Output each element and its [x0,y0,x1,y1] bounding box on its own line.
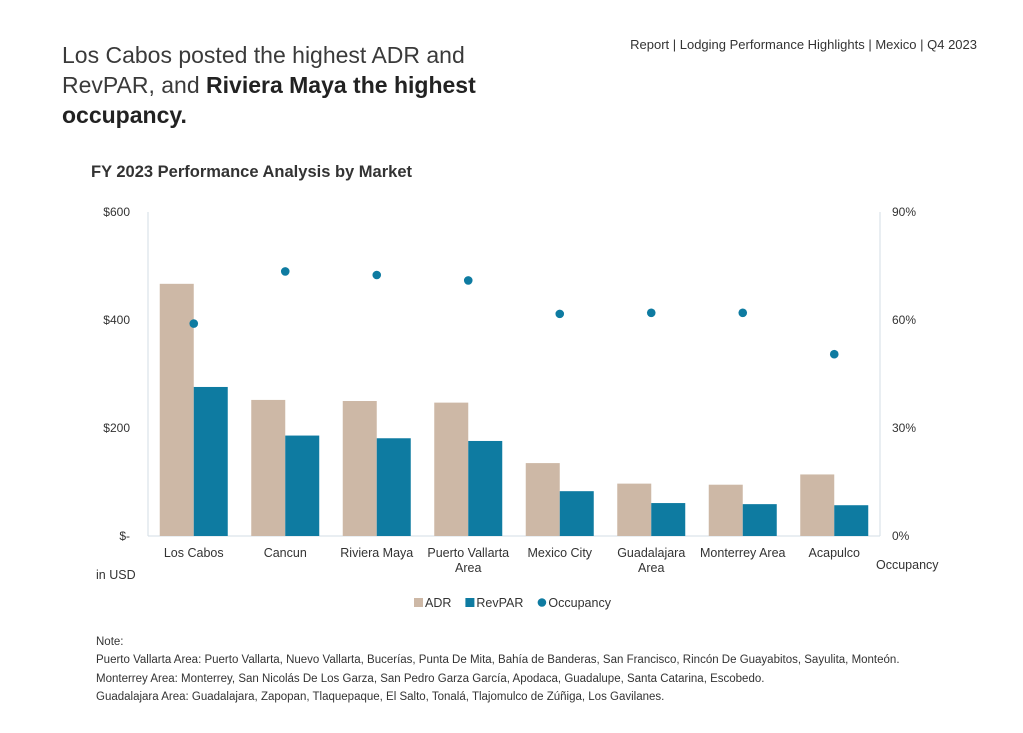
left-tick-label: $- [119,529,130,543]
revpar-bar [285,435,320,536]
left-axis-title: in USD [96,568,136,582]
occupancy-point [646,308,656,318]
legend-label: ADR [425,596,451,610]
notes-line: Puerto Vallarta Area: Puerto Vallarta, N… [96,654,900,667]
revpar-bar [834,505,869,536]
left-tick-label: $600 [103,205,130,219]
right-tick-label: 90% [892,205,916,219]
adr-bar [251,399,286,536]
revpar-bar [193,386,228,536]
right-axis-title: Occupancy [876,558,939,572]
adr-bar [159,283,194,536]
occupancy-point [555,309,565,319]
occupancy-point [463,276,473,285]
report-meta: Report | Lodging Performance Highlights … [630,37,977,52]
performance-chart: $- $200 $400 $600 0% 30% 60% 90% in USD Occupancy… [96,205,939,610]
revpar-bar [651,503,686,536]
category-label: Guadalajara [617,546,685,560]
left-tick-label: $400 [103,313,130,327]
category-label: Monterrey Area [700,546,786,560]
occupancy-point [738,308,748,318]
category-label: Cancun [264,546,307,560]
legend-swatch [465,598,475,607]
category-label: Riviera Maya [340,546,413,560]
revpar-bar [742,504,777,536]
category-label: Area [638,561,664,575]
adr-bar [434,402,469,536]
revpar-bar [559,491,594,536]
occupancy-point [280,267,290,276]
occupancy-point [829,349,839,359]
revpar-bar [376,438,411,536]
category-label: Mexico City [527,546,592,560]
category-label: Los Cabos [164,546,224,560]
adr-bar [800,474,835,536]
notes-title: Note: [96,636,124,648]
right-tick-label: 30% [892,421,916,435]
category-label: Acapulco [809,546,860,560]
right-tick-label: 0% [892,529,910,543]
adr-bar [342,401,377,536]
chart-title: FY 2023 Performance Analysis by Market [91,163,412,181]
headline: Los Cabos posted the highest ADR and Rev… [62,40,502,130]
adr-bar [525,463,560,536]
category-label: Puerto Vallarta [427,546,509,560]
legend-label: RevPAR [476,596,523,610]
notes-line: Guadalajara Area: Guadalajara, Zapopan, … [96,691,665,704]
occupancy-point [189,319,199,328]
legend-label: Occupancy [548,596,611,610]
adr-bar [617,483,652,536]
left-tick-label: $200 [103,421,130,435]
headline-regular: Los Cabos posted the highest ADR and Rev… [62,42,465,98]
adr-bar [708,484,743,536]
category-label: Area [455,561,481,575]
notes: Note: Puerto Vallarta Area: Puerto Valla… [96,633,996,707]
revpar-bar [468,440,503,536]
notes-line: Monterrey Area: Monterrey, San Nicolás D… [96,672,765,685]
legend-marker [537,598,547,607]
headline-bold: Riviera Maya the highest occupancy. [62,72,476,128]
right-tick-label: 60% [892,313,916,327]
occupancy-point [372,270,382,280]
legend-swatch [414,598,423,607]
